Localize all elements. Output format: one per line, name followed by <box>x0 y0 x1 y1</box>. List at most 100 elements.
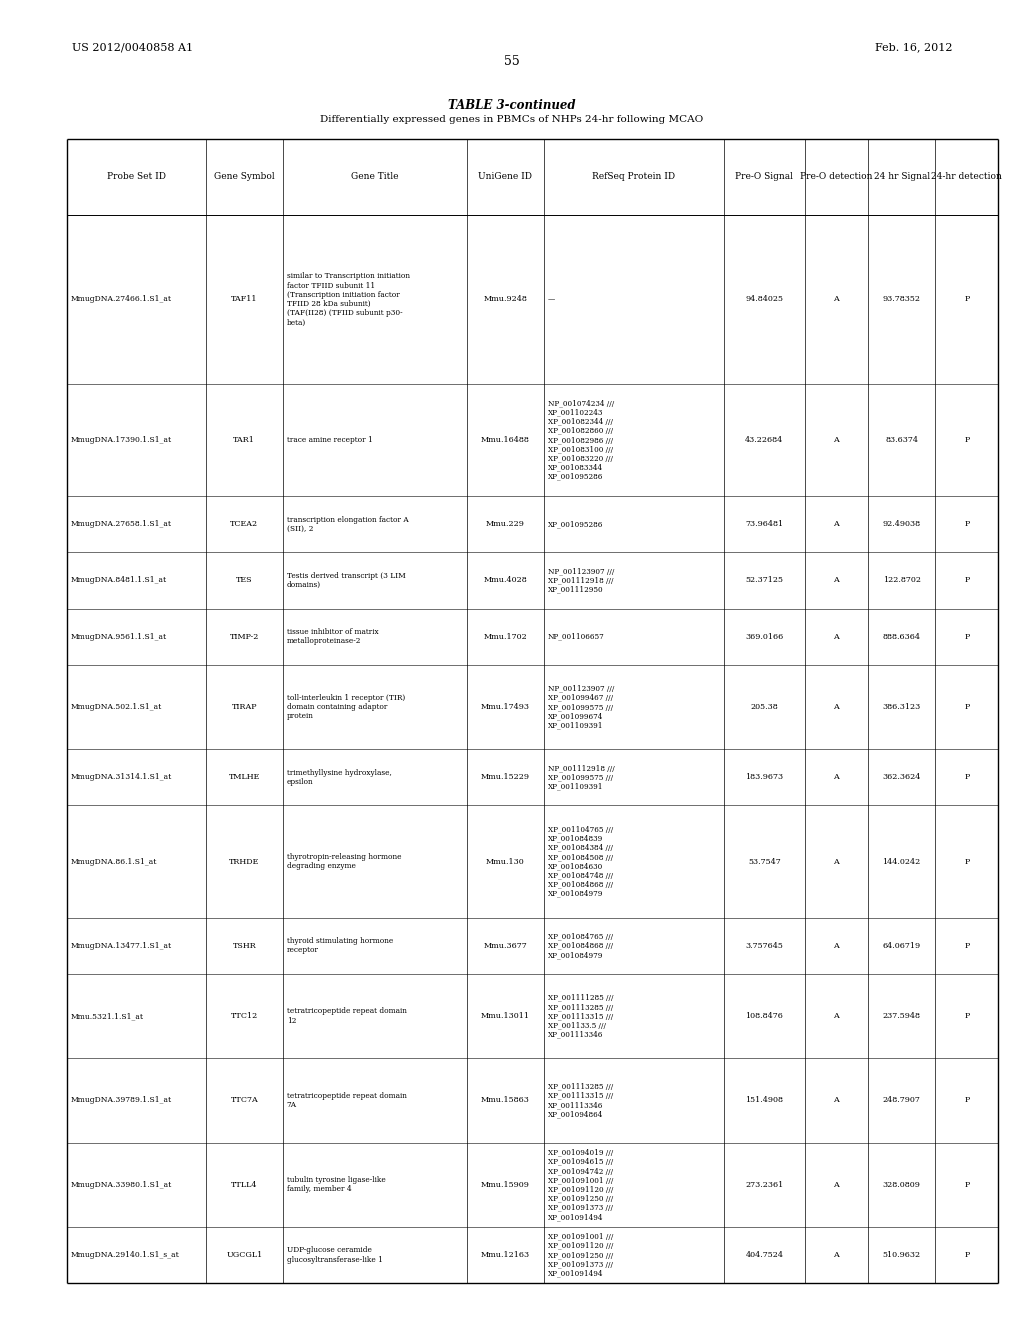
Text: tetratricopeptide repeat domain
12: tetratricopeptide repeat domain 12 <box>287 1007 407 1024</box>
Text: 53.7547: 53.7547 <box>748 858 780 866</box>
Text: Mmu.12163: Mmu.12163 <box>481 1251 530 1259</box>
Text: UDP-glucose ceramide
glucosyltransferase-like 1: UDP-glucose ceramide glucosyltransferase… <box>287 1246 383 1263</box>
Text: 888.6364: 888.6364 <box>883 632 921 640</box>
Text: MmugDNA.17390.1.S1_at: MmugDNA.17390.1.S1_at <box>71 436 172 444</box>
Text: P: P <box>965 941 970 950</box>
Text: Mmu.229: Mmu.229 <box>486 520 525 528</box>
Text: P: P <box>965 436 970 444</box>
Text: 237.5948: 237.5948 <box>883 1012 921 1020</box>
Text: RefSeq Protein ID: RefSeq Protein ID <box>592 173 676 181</box>
Text: tubulin tyrosine ligase-like
family, member 4: tubulin tyrosine ligase-like family, mem… <box>287 1176 385 1193</box>
Text: XP_001104765 ///
XP_001084839
XP_001084384 ///
XP_001084508 ///
XP_001084630
XP_: XP_001104765 /// XP_001084839 XP_0010843… <box>548 825 613 898</box>
Text: A: A <box>834 632 840 640</box>
Text: Differentially expressed genes in PBMCs of NHPs 24-hr following MCAO: Differentially expressed genes in PBMCs … <box>321 115 703 124</box>
Text: Mmu.4028: Mmu.4028 <box>483 577 527 585</box>
Text: —: — <box>548 296 555 304</box>
Text: TAF11: TAF11 <box>231 296 258 304</box>
Text: TIMP-2: TIMP-2 <box>229 632 259 640</box>
Text: Mmu.3677: Mmu.3677 <box>483 941 527 950</box>
Text: XP_001084765 ///
XP_001084868 ///
XP_001084979: XP_001084765 /// XP_001084868 /// XP_001… <box>548 933 613 960</box>
Text: P: P <box>965 1097 970 1105</box>
Text: TMLHE: TMLHE <box>228 774 260 781</box>
Text: A: A <box>834 436 840 444</box>
Text: 328.0809: 328.0809 <box>883 1180 921 1189</box>
Text: TTC12: TTC12 <box>230 1012 258 1020</box>
Text: 93.78352: 93.78352 <box>883 296 921 304</box>
Text: XP_001095286: XP_001095286 <box>548 520 603 528</box>
Text: 362.3624: 362.3624 <box>883 774 921 781</box>
Text: 205.38: 205.38 <box>751 704 778 711</box>
Text: transcription elongation factor A
(SII), 2: transcription elongation factor A (SII),… <box>287 516 409 533</box>
Text: P: P <box>965 1251 970 1259</box>
Text: trace amine receptor 1: trace amine receptor 1 <box>287 436 373 444</box>
Text: A: A <box>834 577 840 585</box>
Text: TCEA2: TCEA2 <box>230 520 258 528</box>
Text: TIRAP: TIRAP <box>231 704 257 711</box>
Text: P: P <box>965 1180 970 1189</box>
Text: Mmu.1702: Mmu.1702 <box>483 632 527 640</box>
Text: 183.9673: 183.9673 <box>745 774 783 781</box>
Text: MmugDNA.27658.1.S1_at: MmugDNA.27658.1.S1_at <box>71 520 172 528</box>
Text: MmugDNA.27466.1.S1_at: MmugDNA.27466.1.S1_at <box>71 296 172 304</box>
Text: NP_001123907 ///
XP_001099467 ///
XP_001099575 ///
XP_001099674
XP_001109391: NP_001123907 /// XP_001099467 /// XP_001… <box>548 685 614 730</box>
Text: TRHDE: TRHDE <box>229 858 259 866</box>
Text: 273.2361: 273.2361 <box>745 1180 783 1189</box>
Text: Testis derived transcript (3 LIM
domains): Testis derived transcript (3 LIM domains… <box>287 572 406 589</box>
Text: Mmu.13011: Mmu.13011 <box>481 1012 530 1020</box>
Text: thyrotropin-releasing hormone
degrading enzyme: thyrotropin-releasing hormone degrading … <box>287 853 401 870</box>
Text: TTC7A: TTC7A <box>230 1097 258 1105</box>
Text: UGCGL1: UGCGL1 <box>226 1251 262 1259</box>
Text: XP_001094019 ///
XP_001094615 ///
XP_001094742 ///
XP_001091001 ///
XP_001091120: XP_001094019 /// XP_001094615 /// XP_001… <box>548 1148 613 1221</box>
Text: XP_001091001 ///
XP_001091120 ///
XP_001091250 ///
XP_001091373 ///
XP_001091494: XP_001091001 /// XP_001091120 /// XP_001… <box>548 1233 613 1278</box>
Text: 52.37125: 52.37125 <box>745 577 783 585</box>
Text: MmugDNA.502.1.S1_at: MmugDNA.502.1.S1_at <box>71 704 162 711</box>
Text: 43.22684: 43.22684 <box>745 436 783 444</box>
Text: A: A <box>834 296 840 304</box>
Text: MmugDNA.29140.1.S1_s_at: MmugDNA.29140.1.S1_s_at <box>71 1251 179 1259</box>
Text: A: A <box>834 1251 840 1259</box>
Text: P: P <box>965 296 970 304</box>
Text: NP_001106657: NP_001106657 <box>548 632 604 640</box>
Text: TSHR: TSHR <box>232 941 256 950</box>
Text: MmugDNA.13477.1.S1_at: MmugDNA.13477.1.S1_at <box>71 941 172 950</box>
Text: 55: 55 <box>504 55 520 69</box>
Text: Mmu.16488: Mmu.16488 <box>481 436 529 444</box>
Text: A: A <box>834 1097 840 1105</box>
Text: 122.8702: 122.8702 <box>883 577 921 585</box>
Text: MmugDNA.9561.1.S1_at: MmugDNA.9561.1.S1_at <box>71 632 167 640</box>
Text: 510.9632: 510.9632 <box>883 1251 921 1259</box>
Text: 94.84025: 94.84025 <box>745 296 783 304</box>
Text: NP_001112918 ///
XP_001099575 ///
XP_001109391: NP_001112918 /// XP_001099575 /// XP_001… <box>548 764 614 791</box>
Text: TTLL4: TTLL4 <box>231 1180 258 1189</box>
Text: TES: TES <box>237 577 253 585</box>
Text: US 2012/0040858 A1: US 2012/0040858 A1 <box>72 42 193 53</box>
Text: NP_001123907 ///
XP_001112918 ///
XP_001112950: NP_001123907 /// XP_001112918 /// XP_001… <box>548 568 614 594</box>
Text: A: A <box>834 941 840 950</box>
Text: XP_001113285 ///
XP_001113315 ///
XP_001113346
XP_001094864: XP_001113285 /// XP_001113315 /// XP_001… <box>548 1082 613 1118</box>
Text: XP_001111285 ///
XP_001113285 ///
XP_001113315 ///
XP_001133.5 ///
XP_001113346: XP_001111285 /// XP_001113285 /// XP_001… <box>548 994 613 1039</box>
Text: 369.0166: 369.0166 <box>745 632 783 640</box>
Text: A: A <box>834 704 840 711</box>
Text: 386.3123: 386.3123 <box>883 704 921 711</box>
Text: 64.06719: 64.06719 <box>883 941 921 950</box>
Text: TAR1: TAR1 <box>233 436 255 444</box>
Text: P: P <box>965 577 970 585</box>
Text: 404.7524: 404.7524 <box>745 1251 783 1259</box>
Text: toll-interleukin 1 receptor (TIR)
domain containing adaptor
protein: toll-interleukin 1 receptor (TIR) domain… <box>287 694 404 721</box>
Text: Mmu.15863: Mmu.15863 <box>481 1097 529 1105</box>
Text: 24-hr detection: 24-hr detection <box>932 173 1002 181</box>
Text: Mmu.5321.1.S1_at: Mmu.5321.1.S1_at <box>71 1012 143 1020</box>
Text: MmugDNA.39789.1.S1_at: MmugDNA.39789.1.S1_at <box>71 1097 172 1105</box>
Text: 151.4908: 151.4908 <box>745 1097 783 1105</box>
Text: trimethyllysine hydroxylase,
epsilon: trimethyllysine hydroxylase, epsilon <box>287 768 391 785</box>
Text: A: A <box>834 1012 840 1020</box>
Text: Mmu.15909: Mmu.15909 <box>481 1180 529 1189</box>
Text: 73.96481: 73.96481 <box>745 520 783 528</box>
Text: P: P <box>965 858 970 866</box>
Text: MmugDNA.8481.1.S1_at: MmugDNA.8481.1.S1_at <box>71 577 167 585</box>
Text: P: P <box>965 1012 970 1020</box>
Text: tissue inhibitor of matrix
metalloproteinase-2: tissue inhibitor of matrix metalloprotei… <box>287 628 378 645</box>
Text: 3.757645: 3.757645 <box>745 941 783 950</box>
Text: Mmu.130: Mmu.130 <box>486 858 525 866</box>
Text: 83.6374: 83.6374 <box>885 436 919 444</box>
